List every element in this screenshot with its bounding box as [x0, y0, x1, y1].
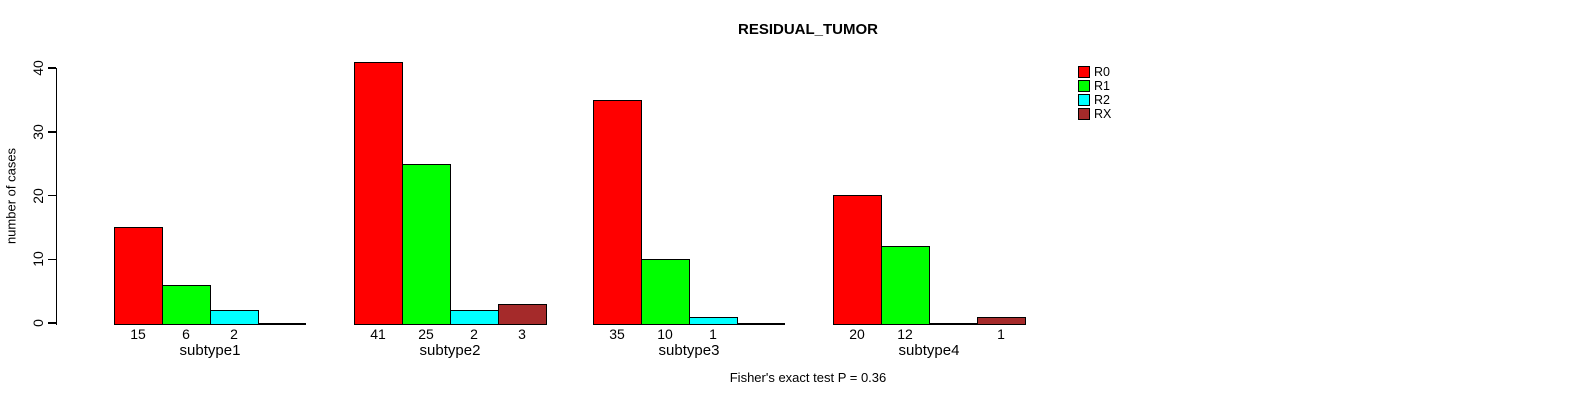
x-category-label: subtype4 [898, 342, 960, 359]
bar-value-label: 20 [849, 326, 865, 342]
x-category-label: subtype1 [179, 342, 241, 359]
legend-label: R0 [1094, 65, 1110, 79]
x-category-label: subtype2 [419, 342, 481, 359]
legend-swatch-icon [1078, 66, 1090, 78]
bar-value-label: 15 [130, 326, 146, 342]
legend-item-R1: R1 [1078, 79, 1110, 93]
chart-title: RESIDUAL_TUMOR [737, 21, 879, 38]
bar-subtype4-R0 [833, 195, 882, 325]
annotation-text: Fisher's exact test P = 0.36 [729, 370, 887, 385]
y-tick-label: 40 [30, 60, 46, 76]
bar-subtype2-R1 [402, 164, 451, 325]
bar-value-label: 2 [230, 326, 238, 342]
bar-value-label: 35 [609, 326, 625, 342]
bar-value-label: 1 [997, 326, 1005, 342]
y-tick-label: 30 [30, 123, 46, 140]
bar-value-label: 12 [897, 326, 913, 342]
legend-swatch-icon [1078, 80, 1090, 92]
y-axis-label: number of cases [3, 147, 19, 245]
y-tick-label: 0 [30, 319, 46, 327]
bar-subtype4-R1 [881, 246, 930, 325]
bar-subtype1-R0 [114, 227, 163, 325]
legend-swatch-icon [1078, 94, 1090, 106]
bar-value-label: 6 [182, 326, 190, 342]
legend-item-RX: RX [1078, 107, 1111, 121]
bar-subtype3-R0 [593, 100, 642, 325]
legend-swatch-icon [1078, 108, 1090, 120]
legend-item-R0: R0 [1078, 65, 1110, 79]
bar-value-label: 41 [370, 326, 386, 342]
legend-item-R2: R2 [1078, 93, 1110, 107]
x-category-label: subtype3 [658, 342, 720, 359]
y-axis-line [55, 68, 57, 325]
y-axis-tick [47, 67, 56, 69]
bar-value-label: 2 [470, 326, 478, 342]
bar-subtype3-R1 [641, 259, 690, 325]
bar-subtype3-R2 [689, 317, 738, 325]
bar-subtype2-R2 [450, 310, 499, 325]
legend-label: R2 [1094, 93, 1110, 107]
y-axis-tick [47, 322, 56, 324]
bar-subtype2-RX [498, 304, 547, 325]
y-tick-label: 10 [30, 251, 46, 268]
bar-value-label: 10 [657, 326, 673, 342]
legend-label: R1 [1094, 79, 1110, 93]
bar-subtype1-R2 [210, 310, 259, 325]
y-axis-tick [47, 258, 56, 260]
bar-value-label: 1 [709, 326, 717, 342]
bar-value-label: 3 [518, 326, 526, 342]
bar-subtype2-R0 [354, 62, 403, 325]
bar-subtype1-R1 [162, 285, 211, 325]
y-tick-label: 20 [30, 187, 46, 204]
y-axis-tick [47, 131, 56, 133]
bar-subtype4-RX [977, 317, 1026, 325]
y-axis-tick [47, 194, 56, 197]
bar-value-label: 25 [418, 326, 434, 342]
legend-label: RX [1094, 107, 1112, 121]
